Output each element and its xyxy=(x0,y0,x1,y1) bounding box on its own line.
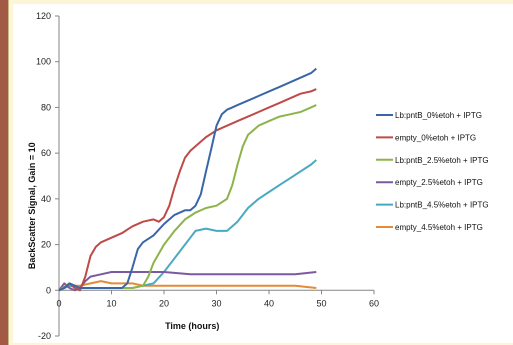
y-tick-label: 120 xyxy=(36,11,51,21)
side-strip xyxy=(0,0,8,345)
y-tick-label: 0 xyxy=(46,285,51,295)
x-axis-title: Time (hours) xyxy=(165,321,219,331)
x-tick-label: 50 xyxy=(316,298,326,308)
y-tick-label: 60 xyxy=(41,148,51,158)
y-axis-title: BackScatter Signal, Gain = 10 xyxy=(27,142,37,269)
x-tick-label: 30 xyxy=(211,298,221,308)
legend: Lb:pntB_0%etoh + IPTG empty_0%etoh + IPTG… xyxy=(376,111,489,232)
series-line-2 xyxy=(58,88,317,292)
series-line-3 xyxy=(58,104,317,292)
series-line-1 xyxy=(58,67,317,292)
legend-label-3: Lb:pntB_2.5%etoh + IPTG xyxy=(395,156,489,165)
series-layer xyxy=(58,67,317,292)
x-tick-label: 10 xyxy=(106,298,116,308)
x-tick-label: 40 xyxy=(264,298,274,308)
x-tick-label: 60 xyxy=(369,298,379,308)
y-tick-label: 100 xyxy=(36,57,51,67)
y-tick-label: 80 xyxy=(41,102,51,112)
legend-label-6: empty_4.5%etoh + IPTG xyxy=(395,223,483,232)
x-tick-label: 20 xyxy=(159,298,169,308)
y-tick-label: 40 xyxy=(41,194,51,204)
y-tick-label: -20 xyxy=(38,331,51,341)
legend-label-1: Lb:pntB_0%etoh + IPTG xyxy=(395,111,482,120)
chart-panel: -20 0 20 40 60 80 100 120 0 10 20 30 40 50 60 Lb:pntB_… xyxy=(13,4,513,343)
x-tick-label: 0 xyxy=(56,298,61,308)
legend-label-5: Lb:pntB_4.5%etoh + IPTG xyxy=(395,201,489,210)
series-line-5 xyxy=(58,159,317,292)
legend-label-2: empty_0%etoh + IPTG xyxy=(395,133,476,142)
series-line-4 xyxy=(58,271,317,292)
axes: -20 0 20 40 60 80 100 120 0 10 20 30 40 50 60 xyxy=(36,11,379,341)
legend-label-4: empty_2.5%etoh + IPTG xyxy=(395,178,483,187)
backscatter-line-chart: -20 0 20 40 60 80 100 120 0 10 20 30 40 50 60 Lb:pntB_… xyxy=(27,11,489,341)
y-tick-label: 20 xyxy=(41,240,51,250)
